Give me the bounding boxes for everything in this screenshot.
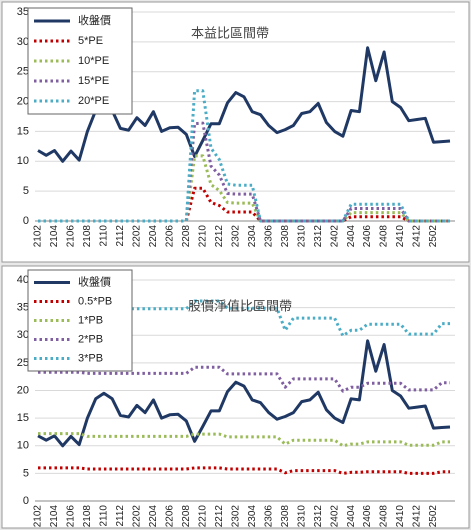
x-tick-label: 2408 <box>379 505 390 528</box>
y-tick-label: 10 <box>17 155 29 167</box>
x-tick-label: 2112 <box>115 225 126 247</box>
series-line <box>38 89 450 223</box>
legend-label: 3*PB <box>78 352 103 364</box>
y-tick-label: 15 <box>17 412 29 424</box>
legend-label: 1*PB <box>78 314 103 326</box>
legend-label: 2*PB <box>78 333 103 345</box>
x-tick-label: 2106 <box>66 225 77 248</box>
x-tick-label: 2406 <box>362 505 373 528</box>
y-tick-label: 30 <box>17 36 29 48</box>
y-tick-label: 25 <box>17 357 29 369</box>
x-tick-label: 2208 <box>181 505 192 528</box>
y-tick-label: 5 <box>23 467 29 479</box>
x-tick-label: 2104 <box>49 225 60 248</box>
x-tick-label: 2104 <box>49 505 60 528</box>
series-line <box>37 339 451 448</box>
legend-label: 5*PE <box>78 35 103 47</box>
x-tick-label: 2304 <box>247 225 258 248</box>
x-tick-label: 2404 <box>346 505 357 528</box>
legend-label: 0.5*PB <box>78 295 112 307</box>
series-line <box>38 299 450 338</box>
x-tick-label: 2202 <box>132 225 143 248</box>
series-line <box>38 154 450 223</box>
chart-title: 股價淨值比區間帶 <box>188 298 292 313</box>
x-tick-label: 2402 <box>329 505 340 528</box>
x-tick-label: 2302 <box>230 505 241 528</box>
x-tick-label: 2106 <box>66 505 77 528</box>
x-tick-label: 2308 <box>280 225 291 248</box>
x-tick-label: 2212 <box>214 505 225 528</box>
x-tick-label: 2410 <box>395 225 406 248</box>
legend-label: 10*PE <box>78 55 109 67</box>
x-tick-label: 2304 <box>247 505 258 528</box>
legend-label: 20*PE <box>78 95 109 107</box>
x-tick-label: 2402 <box>329 225 340 248</box>
y-tick-label: 0 <box>23 495 29 507</box>
y-tick-label: 20 <box>17 384 29 396</box>
x-tick-label: 2108 <box>82 225 93 248</box>
x-tick-label: 2108 <box>82 505 93 528</box>
y-tick-label: 15 <box>17 125 29 137</box>
y-tick-label: 25 <box>17 66 29 78</box>
y-tick-label: 5 <box>23 185 29 197</box>
x-tick-label: 2410 <box>395 505 406 528</box>
x-tick-label: 2206 <box>164 505 175 528</box>
y-tick-label: 20 <box>17 95 29 107</box>
y-tick-label: 35 <box>17 302 29 314</box>
x-tick-label: 2212 <box>214 225 225 248</box>
x-tick-label: 2312 <box>313 225 324 248</box>
x-tick-label: 2412 <box>412 225 423 248</box>
x-tick-label: 2404 <box>346 225 357 248</box>
x-tick-label: 2502 <box>428 225 439 248</box>
x-tick-label: 2310 <box>296 505 307 528</box>
x-tick-label: 2306 <box>263 225 274 248</box>
x-tick-label: 2202 <box>132 505 143 528</box>
x-tick-label: 2412 <box>412 505 423 528</box>
x-tick-label: 2210 <box>197 505 208 528</box>
legend-label: 收盤價 <box>78 13 111 27</box>
x-tick-label: 2102 <box>33 225 44 248</box>
x-tick-label: 2502 <box>428 505 439 528</box>
x-tick-label: 2302 <box>230 225 241 248</box>
x-tick-label: 2204 <box>148 505 159 528</box>
legend-label: 收盤價 <box>78 274 111 288</box>
x-tick-label: 2308 <box>280 505 291 528</box>
series-line <box>38 186 450 223</box>
y-tick-label: 10 <box>17 440 29 452</box>
series-line <box>38 121 450 223</box>
x-tick-label: 2208 <box>181 225 192 248</box>
x-tick-label: 2406 <box>362 225 373 248</box>
x-tick-label: 2310 <box>296 225 307 248</box>
x-tick-label: 2312 <box>313 505 324 528</box>
chart-title: 本益比區間帶 <box>191 25 269 40</box>
x-tick-label: 2102 <box>33 505 44 528</box>
x-tick-label: 2210 <box>197 225 208 248</box>
panel <box>1 265 470 529</box>
y-tick-label: 30 <box>17 329 29 341</box>
series-line <box>38 365 450 393</box>
y-tick-label: 35 <box>17 6 29 18</box>
y-tick-label: 0 <box>23 215 29 227</box>
legend-label: 15*PE <box>78 75 109 87</box>
x-tick-label: 2206 <box>164 225 175 248</box>
y-tick-label: 40 <box>17 274 29 286</box>
x-tick-label: 2110 <box>99 505 110 527</box>
x-tick-label: 2408 <box>379 225 390 248</box>
x-tick-label: 2112 <box>115 505 126 527</box>
x-tick-label: 2110 <box>99 225 110 247</box>
x-tick-label: 2204 <box>148 225 159 248</box>
x-tick-label: 2306 <box>263 505 274 528</box>
